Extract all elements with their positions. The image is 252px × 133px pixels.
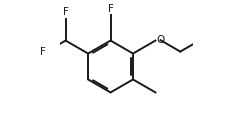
Text: O: O bbox=[156, 35, 164, 45]
Text: F: F bbox=[39, 47, 45, 57]
Text: F: F bbox=[107, 4, 113, 14]
Text: F: F bbox=[62, 7, 68, 17]
